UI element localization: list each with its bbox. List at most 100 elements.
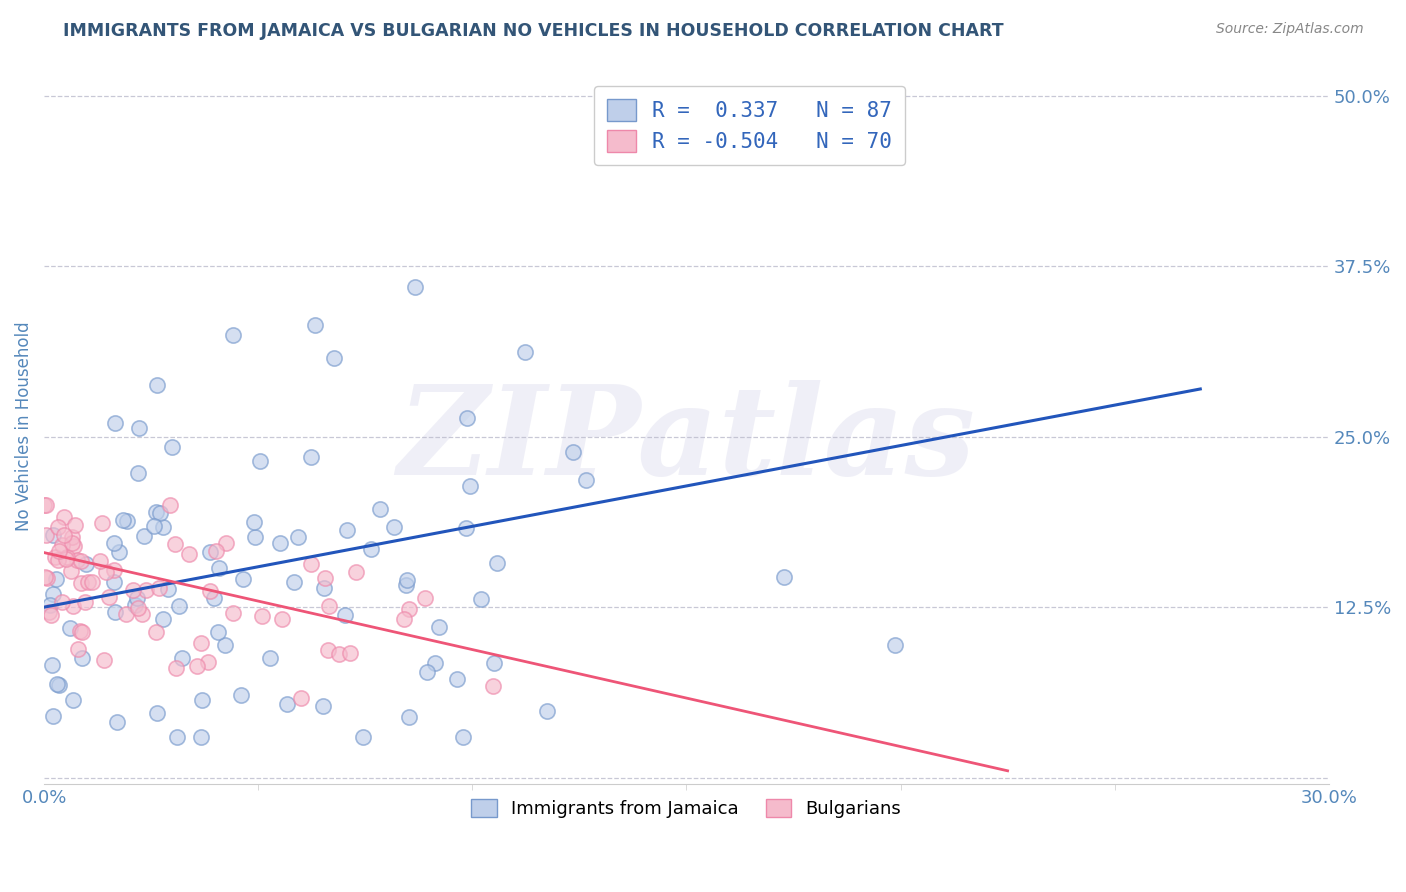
Text: Source: ZipAtlas.com: Source: ZipAtlas.com	[1216, 22, 1364, 37]
Point	[44, 549, 66, 564]
Point	[148, 581, 170, 595]
Point	[314, 571, 336, 585]
Point	[53, 509, 76, 524]
Point	[80, 575, 103, 590]
Point	[152, 519, 174, 533]
Point	[186, 658, 208, 673]
Point	[142, 518, 165, 533]
Point	[59, 622, 82, 636]
Point	[299, 450, 322, 465]
Point	[125, 591, 148, 606]
Point	[382, 520, 405, 534]
Point	[98, 590, 121, 604]
Point	[42, 709, 65, 723]
Point	[208, 560, 231, 574]
Point	[243, 530, 266, 544]
Point	[482, 679, 505, 693]
Point	[283, 575, 305, 590]
Point	[167, 599, 190, 613]
Point	[314, 581, 336, 595]
Point	[145, 505, 167, 519]
Point	[96, 565, 118, 579]
Point	[34, 570, 56, 584]
Point	[115, 514, 138, 528]
Point	[128, 421, 150, 435]
Point	[134, 529, 156, 543]
Point	[63, 517, 86, 532]
Point	[773, 570, 796, 584]
Point	[190, 730, 212, 744]
Point	[232, 572, 254, 586]
Point	[104, 416, 127, 430]
Point	[70, 576, 93, 591]
Point	[146, 706, 169, 720]
Point	[249, 453, 271, 467]
Point	[215, 535, 238, 549]
Point	[276, 697, 298, 711]
Point	[243, 515, 266, 529]
Point	[46, 677, 69, 691]
Point	[127, 601, 149, 615]
Point	[290, 690, 312, 705]
Point	[221, 327, 243, 342]
Point	[165, 661, 187, 675]
Point	[46, 553, 69, 567]
Point	[35, 528, 58, 542]
Point	[304, 318, 326, 333]
Point	[453, 730, 475, 744]
Point	[416, 665, 439, 680]
Point	[66, 641, 89, 656]
Point	[482, 657, 505, 671]
Point	[395, 573, 418, 587]
Point	[344, 565, 367, 579]
Point	[333, 607, 356, 622]
Point	[51, 538, 73, 552]
Point	[111, 513, 134, 527]
Point	[316, 643, 339, 657]
Point	[66, 553, 89, 567]
Point	[166, 730, 188, 744]
Point	[135, 582, 157, 597]
Point	[93, 653, 115, 667]
Point	[202, 591, 225, 606]
Point	[200, 544, 222, 558]
Point	[152, 611, 174, 625]
Text: ZIPatlas: ZIPatlas	[398, 380, 976, 501]
Point	[107, 714, 129, 729]
Point	[222, 606, 245, 620]
Point	[73, 595, 96, 609]
Point	[69, 554, 91, 568]
Point	[60, 536, 83, 550]
Point	[207, 625, 229, 640]
Point	[470, 592, 492, 607]
Point	[122, 582, 145, 597]
Point	[172, 651, 194, 665]
Point	[231, 688, 253, 702]
Point	[427, 620, 450, 634]
Y-axis label: No Vehicles in Household: No Vehicles in Household	[15, 322, 32, 532]
Point	[34, 498, 56, 512]
Point	[62, 599, 84, 613]
Point	[177, 547, 200, 561]
Point	[39, 608, 62, 623]
Point	[41, 528, 63, 542]
Point	[70, 625, 93, 640]
Point	[562, 444, 585, 458]
Point	[37, 571, 59, 585]
Point	[204, 543, 226, 558]
Point	[197, 655, 219, 669]
Text: IMMIGRANTS FROM JAMAICA VS BULGARIAN NO VEHICLES IN HOUSEHOLD CORRELATION CHART: IMMIGRANTS FROM JAMAICA VS BULGARIAN NO …	[63, 22, 1004, 40]
Point	[55, 552, 77, 566]
Point	[328, 647, 350, 661]
Point	[146, 377, 169, 392]
Point	[269, 536, 291, 550]
Point	[124, 598, 146, 612]
Point	[59, 564, 82, 578]
Point	[51, 595, 73, 609]
Point	[107, 545, 129, 559]
Point	[250, 608, 273, 623]
Point	[163, 537, 186, 551]
Point	[312, 698, 335, 713]
Point	[339, 646, 361, 660]
Point	[48, 544, 70, 558]
